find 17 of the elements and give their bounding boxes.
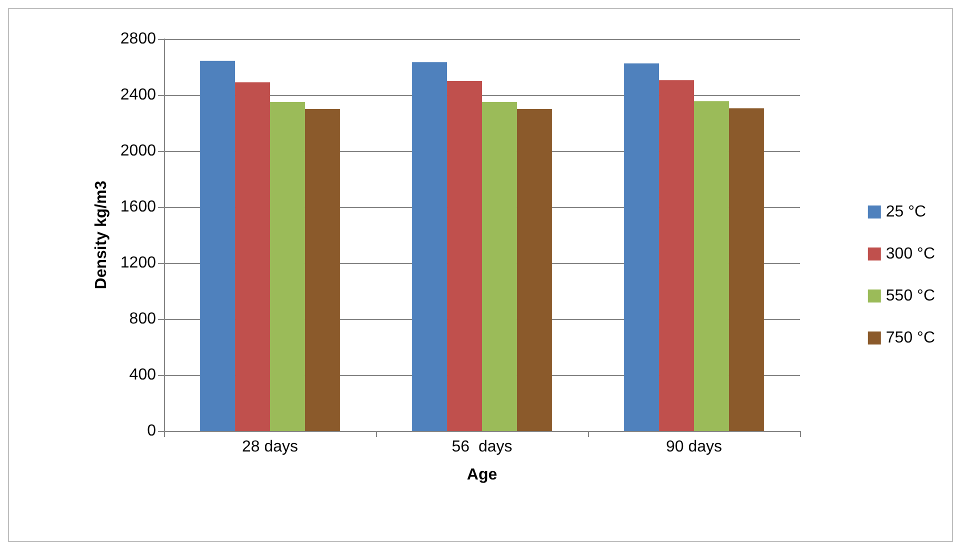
y-tick-label: 800 (129, 310, 156, 328)
x-tick-label: 90 days (666, 438, 722, 456)
y-tick-label: 0 (147, 422, 156, 440)
legend-label: 750 °C (886, 330, 935, 346)
y-tick-label: 2400 (120, 86, 156, 104)
y-tick-label: 1200 (120, 254, 156, 272)
x-axis-title: Age (466, 466, 498, 484)
legend-label: 550 °C (886, 288, 935, 304)
x-tick-label: 56 days (452, 438, 512, 456)
y-tick-label: 2000 (120, 142, 156, 160)
x-tick-label: 28 days (242, 438, 298, 456)
legend-label: 25 °C (886, 204, 926, 220)
y-tick-label: 400 (129, 366, 156, 384)
y-axis-title: Density kg/m3 (93, 180, 110, 290)
y-tick-label: 2800 (120, 30, 156, 48)
legend-label: 300 °C (886, 246, 935, 262)
y-tick-label: 1600 (120, 198, 156, 216)
